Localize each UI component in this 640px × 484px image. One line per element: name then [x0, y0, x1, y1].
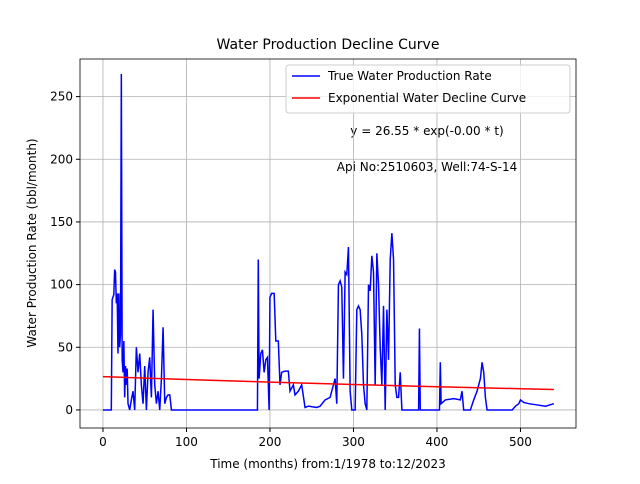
- legend-label: Exponential Water Decline Curve: [328, 91, 526, 105]
- x-tick-label: 400: [426, 435, 449, 449]
- y-axis-label: Water Production Rate (bbl/month): [25, 138, 39, 347]
- chart-title: Water Production Decline Curve: [217, 37, 440, 53]
- legend: [285, 64, 571, 114]
- data-line: [102, 375, 554, 391]
- y-tick-label: 50: [58, 340, 73, 354]
- x-tick-label: 500: [509, 435, 532, 449]
- data-line: [102, 74, 555, 411]
- y-tick-label: 0: [65, 403, 73, 417]
- annotation: y = 26.55 * exp(-0.00 * t): [350, 124, 503, 138]
- legend-label: True Water Production Rate: [327, 69, 492, 83]
- x-tick-label: 300: [342, 435, 365, 449]
- x-axis-label: Time (months) from:1/1978 to:12/2023: [209, 457, 446, 471]
- y-tick-label: 200: [50, 152, 73, 166]
- x-tick-label: 0: [99, 435, 107, 449]
- annotation: Api No:2510603, Well:74-S-14: [337, 160, 517, 174]
- y-tick-label: 100: [50, 278, 73, 292]
- x-tick-label: 200: [259, 435, 282, 449]
- y-tick-label: 250: [50, 90, 73, 104]
- plot-frame: [79, 58, 577, 429]
- y-tick-label: 150: [50, 215, 73, 229]
- x-tick-label: 100: [175, 435, 198, 449]
